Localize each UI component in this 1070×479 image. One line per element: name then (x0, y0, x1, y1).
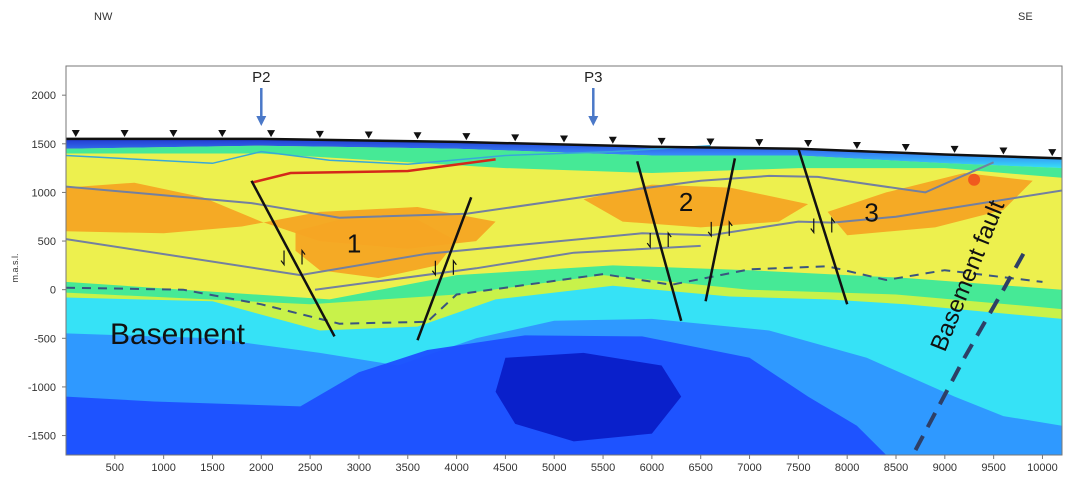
station-marker (804, 140, 813, 148)
zone-blue-deep (66, 335, 887, 455)
x-tick-label: 6000 (640, 462, 664, 474)
x-tick-label: 8500 (884, 462, 908, 474)
horizon-top-reservoir (66, 161, 995, 219)
fault-2-west-motion-arrow (667, 231, 672, 248)
y-axis-label: m.a.s.l. (10, 253, 20, 282)
station-marker (706, 138, 715, 146)
direction-label-left: NW (94, 11, 113, 23)
station-marker (608, 136, 617, 144)
station-marker (71, 129, 80, 137)
station-marker (364, 131, 373, 139)
fault-1-west-motion-arrow (301, 248, 306, 265)
fault-2-east-motion-arrow (728, 220, 733, 236)
x-tick-label: 1500 (200, 462, 224, 474)
basement-fault-line (913, 244, 1030, 452)
y-tick-label: 1000 (32, 187, 56, 199)
y-tick-label: 1500 (32, 139, 56, 151)
plot-frame (65, 65, 1063, 456)
block-label: 3 (864, 198, 878, 228)
station-marker (950, 145, 959, 153)
well-arrow-head (256, 116, 267, 126)
x-tick-label: 6500 (688, 462, 712, 474)
zone-darkblue-core (495, 352, 682, 442)
block-label: 1 (347, 229, 361, 259)
x-tick-label: 2000 (249, 462, 273, 474)
zone-shallow-layer (66, 138, 1062, 169)
fault-3-motion-arrow (831, 216, 836, 233)
station-marker (120, 129, 129, 137)
station-marker (1048, 149, 1057, 157)
station-marker (657, 137, 666, 145)
x-tick-label: 1000 (151, 462, 175, 474)
x-tick-label: 9000 (933, 462, 957, 474)
well-arrow-head (588, 116, 599, 126)
zone-orange-body-1 (295, 219, 457, 278)
y-tick-label: 500 (38, 236, 56, 248)
horizon-lower-layer (314, 244, 701, 291)
fault-2-east-motion-arrow (707, 221, 712, 238)
block-label: 2 (679, 187, 693, 217)
x-axis-ticks: 500 1000 1500 2000 2500 3000 3500 4000 4500 5000 5… (106, 455, 1058, 474)
x-tick-label: 5500 (591, 462, 615, 474)
y-tick-label: -1000 (28, 382, 56, 394)
x-tick-label: 4500 (493, 462, 517, 474)
y-tick-label: 0 (50, 285, 56, 297)
fault-1-east-motion-arrow (452, 258, 457, 275)
station-marker (755, 139, 764, 147)
x-tick-label: 4000 (444, 462, 468, 474)
fault-2-west (635, 160, 683, 322)
station-marker (218, 129, 227, 137)
fault-3 (797, 148, 849, 305)
fault-3-motion-arrow (810, 218, 815, 235)
station-marker (901, 143, 910, 151)
station-marker (511, 134, 520, 142)
horizon-basement-top (66, 265, 1043, 325)
basement-label: Basement (110, 318, 246, 351)
resistivity-zones (66, 138, 1062, 455)
zone-hot-spot (968, 173, 981, 186)
x-tick-label: 8000 (835, 462, 859, 474)
direction-label-right: SE (1018, 11, 1033, 23)
topography-line (66, 137, 1062, 160)
station-marker (560, 135, 568, 143)
fault-2-east (704, 158, 737, 302)
horizon-red-horizon (251, 158, 496, 184)
fault-1-west-motion-arrow (280, 250, 285, 267)
fault-lines (250, 148, 1030, 452)
x-tick-label: 2500 (298, 462, 322, 474)
station-marker (999, 147, 1008, 155)
station-marker (315, 130, 324, 138)
station-markers (71, 129, 1057, 157)
station-marker (462, 133, 471, 141)
x-tick-label: 9500 (981, 462, 1005, 474)
fault-1-east-motion-arrow (431, 260, 436, 277)
well-label: P3 (584, 69, 602, 86)
x-tick-label: 500 (106, 462, 124, 474)
x-tick-label: 3000 (347, 462, 371, 474)
fault-1-east (416, 196, 473, 341)
station-marker (413, 132, 422, 140)
fault-2-west-motion-arrow (646, 233, 651, 249)
y-axis-ticks: 2000 1500 1000 500 0 -500 -1000 -1500 (28, 90, 66, 443)
x-tick-label: 10000 (1027, 462, 1058, 474)
well-markers: P2 P3 (252, 69, 602, 126)
zone-orange-body-right (827, 173, 1033, 236)
station-marker (852, 141, 861, 149)
well-label: P2 (252, 69, 270, 86)
station-marker (267, 130, 276, 138)
horizon-upper-cyan (66, 144, 711, 165)
fault-1-west (250, 180, 336, 337)
x-tick-label: 7500 (786, 462, 810, 474)
x-tick-label: 3500 (396, 462, 420, 474)
y-tick-label: 2000 (32, 90, 56, 102)
y-tick-label: -500 (34, 333, 56, 345)
station-marker (169, 129, 178, 137)
x-tick-label: 5000 (542, 462, 566, 474)
y-tick-label: -1500 (28, 431, 56, 443)
x-tick-label: 7000 (737, 462, 761, 474)
zone-orange-body-mid (583, 184, 809, 228)
